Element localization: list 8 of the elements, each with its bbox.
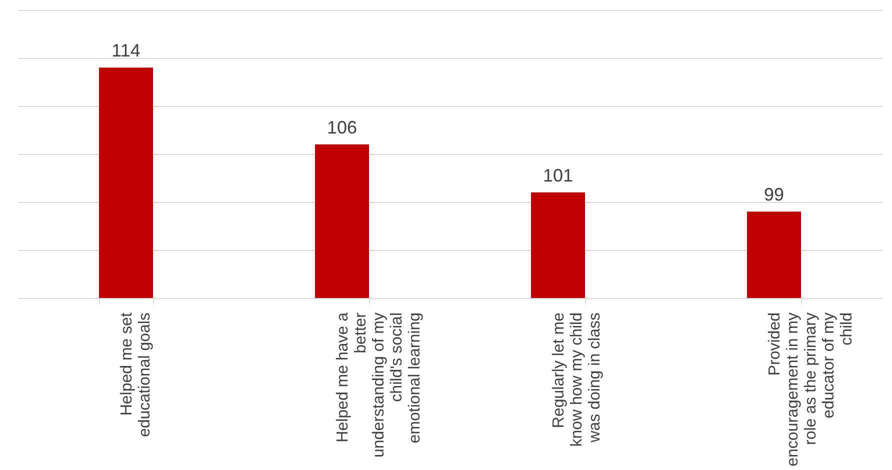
data-label: 106 — [326, 117, 358, 138]
data-label: 101 — [542, 165, 574, 186]
x-tick-label: Helped me set educational goals — [118, 312, 154, 438]
x-tick-label: Helped me have a better understanding of my child's social emotional learning — [334, 312, 424, 458]
x-tick-label: Provided encouragement in my role as the primary educator of my child — [766, 312, 856, 466]
data-label: 114 — [112, 40, 140, 61]
data-label: 99 — [764, 184, 784, 205]
x-tick-label: Regularly let me know how my child was doing in class — [550, 312, 604, 447]
